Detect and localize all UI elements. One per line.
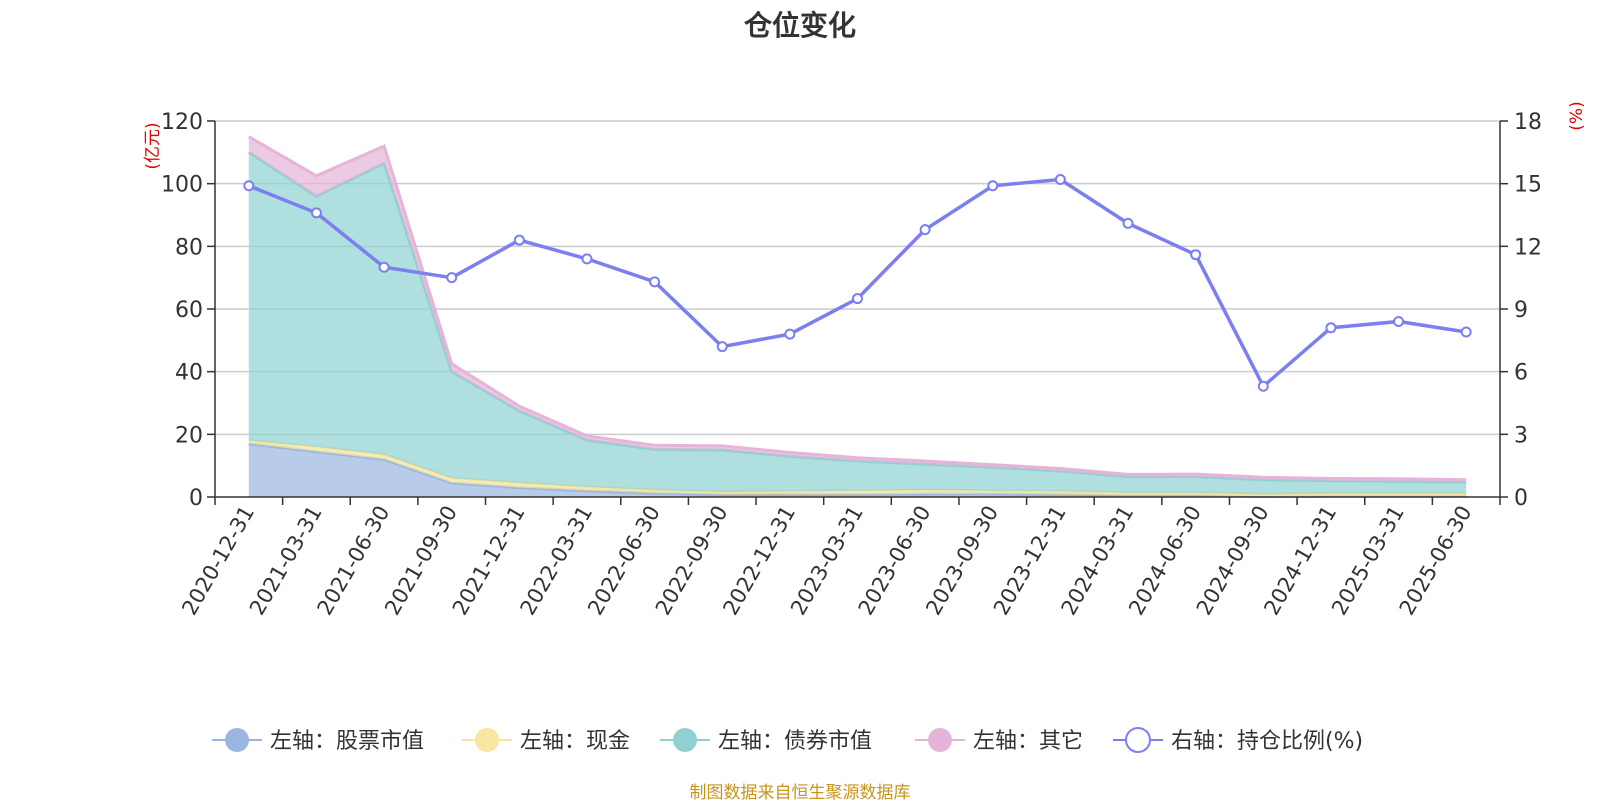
x-axis-tick-label: 2020-12-31	[177, 502, 259, 620]
right-axis-unit-label: (%)	[1567, 101, 1587, 130]
left-axis-tick-label: 120	[161, 110, 203, 135]
legend-label-2: 左轴：现金	[520, 729, 630, 754]
right-axis-tick-label: 3	[1514, 423, 1528, 448]
data-source-note: 制图数据来自恒生聚源数据库	[689, 783, 911, 803]
legend-label-5: 右轴：持仓比例(%)	[1171, 729, 1363, 754]
legend-marker-3	[673, 728, 697, 752]
x-axis-tick-label: 2024-09-30	[1192, 502, 1274, 620]
x-axis-tick-label: 2021-06-30	[313, 502, 395, 620]
left-axis-tick-label: 40	[175, 361, 203, 386]
legend-label-1: 左轴：股票市值	[270, 729, 424, 754]
chart-title: 仓位变化	[743, 9, 856, 42]
holding-ratio-point	[378, 261, 390, 273]
holding-ratio-point	[243, 180, 255, 192]
x-axis-tick-label: 2021-03-31	[245, 502, 327, 620]
legend-marker-2	[475, 728, 499, 752]
x-axis-tick-label: 2022-12-31	[718, 502, 800, 620]
holding-ratio-point	[784, 328, 796, 340]
x-axis-tick-label: 2023-09-30	[921, 502, 1003, 620]
holding-ratio-point	[716, 341, 728, 353]
left-axis-tick-label: 0	[189, 486, 203, 511]
holding-ratio-point	[1393, 316, 1405, 328]
holding-ratio-point	[310, 207, 322, 219]
holding-ratio-point	[987, 180, 999, 192]
holding-ratio-point	[513, 234, 525, 246]
left-axis-unit-label: (亿元)	[143, 122, 163, 169]
holding-ratio-point	[649, 276, 661, 288]
right-axis-tick-label: 0	[1514, 486, 1528, 511]
holding-ratio-point	[919, 224, 931, 236]
holding-ratio-point	[1054, 173, 1066, 185]
legend-marker-1	[225, 728, 249, 752]
holding-ratio-point	[581, 253, 593, 265]
x-axis-tick-label: 2025-06-30	[1395, 502, 1477, 620]
left-axis-tick-label: 100	[161, 173, 203, 198]
legend-label-4: 左轴：其它	[973, 729, 1083, 754]
holding-ratio-point	[1325, 322, 1337, 334]
x-axis-tick-label: 2025-03-31	[1327, 502, 1409, 620]
right-axis-tick-label: 18	[1514, 110, 1542, 135]
x-axis-tick-label: 2022-09-30	[651, 502, 733, 620]
left-axis-tick-label: 20	[175, 423, 203, 448]
area-series-3	[248, 152, 1467, 495]
holding-ratio-point	[1460, 326, 1472, 338]
x-axis-tick-label: 2023-12-31	[989, 502, 1071, 620]
legend-marker-4	[928, 728, 952, 752]
holding-ratio-point	[1257, 380, 1269, 392]
x-axis-tick-label: 2023-06-30	[854, 502, 936, 620]
right-axis-tick-label: 9	[1514, 298, 1528, 323]
holding-ratio-point	[446, 272, 458, 284]
left-axis-tick-label: 80	[175, 235, 203, 260]
holding-ratio-point	[1190, 249, 1202, 261]
holding-ratio-point	[1122, 217, 1134, 229]
area-series-1	[248, 443, 1467, 497]
holding-ratio-point	[852, 293, 863, 305]
legend-label-3: 左轴：债券市值	[718, 729, 872, 754]
x-axis-tick-label: 2024-06-30	[1124, 502, 1206, 620]
area-series-4-edge	[248, 135, 1467, 482]
right-axis-tick-label: 6	[1514, 361, 1528, 386]
x-axis-tick-label: 2022-06-30	[583, 502, 665, 620]
x-axis-tick-label: 2022-03-31	[515, 502, 597, 620]
x-axis-tick-label: 2021-09-30	[380, 502, 462, 620]
x-axis-tick-label: 2024-03-31	[1057, 502, 1139, 620]
right-axis-tick-label: 12	[1514, 235, 1542, 260]
legend-marker-5	[1125, 727, 1151, 753]
x-axis-tick-label: 2024-12-31	[1259, 502, 1341, 620]
x-axis-tick-label: 2023-03-31	[786, 502, 868, 620]
left-axis-tick-label: 60	[175, 298, 203, 323]
x-axis-tick-label: 2021-12-31	[448, 502, 530, 620]
right-axis-tick-label: 15	[1514, 173, 1542, 198]
